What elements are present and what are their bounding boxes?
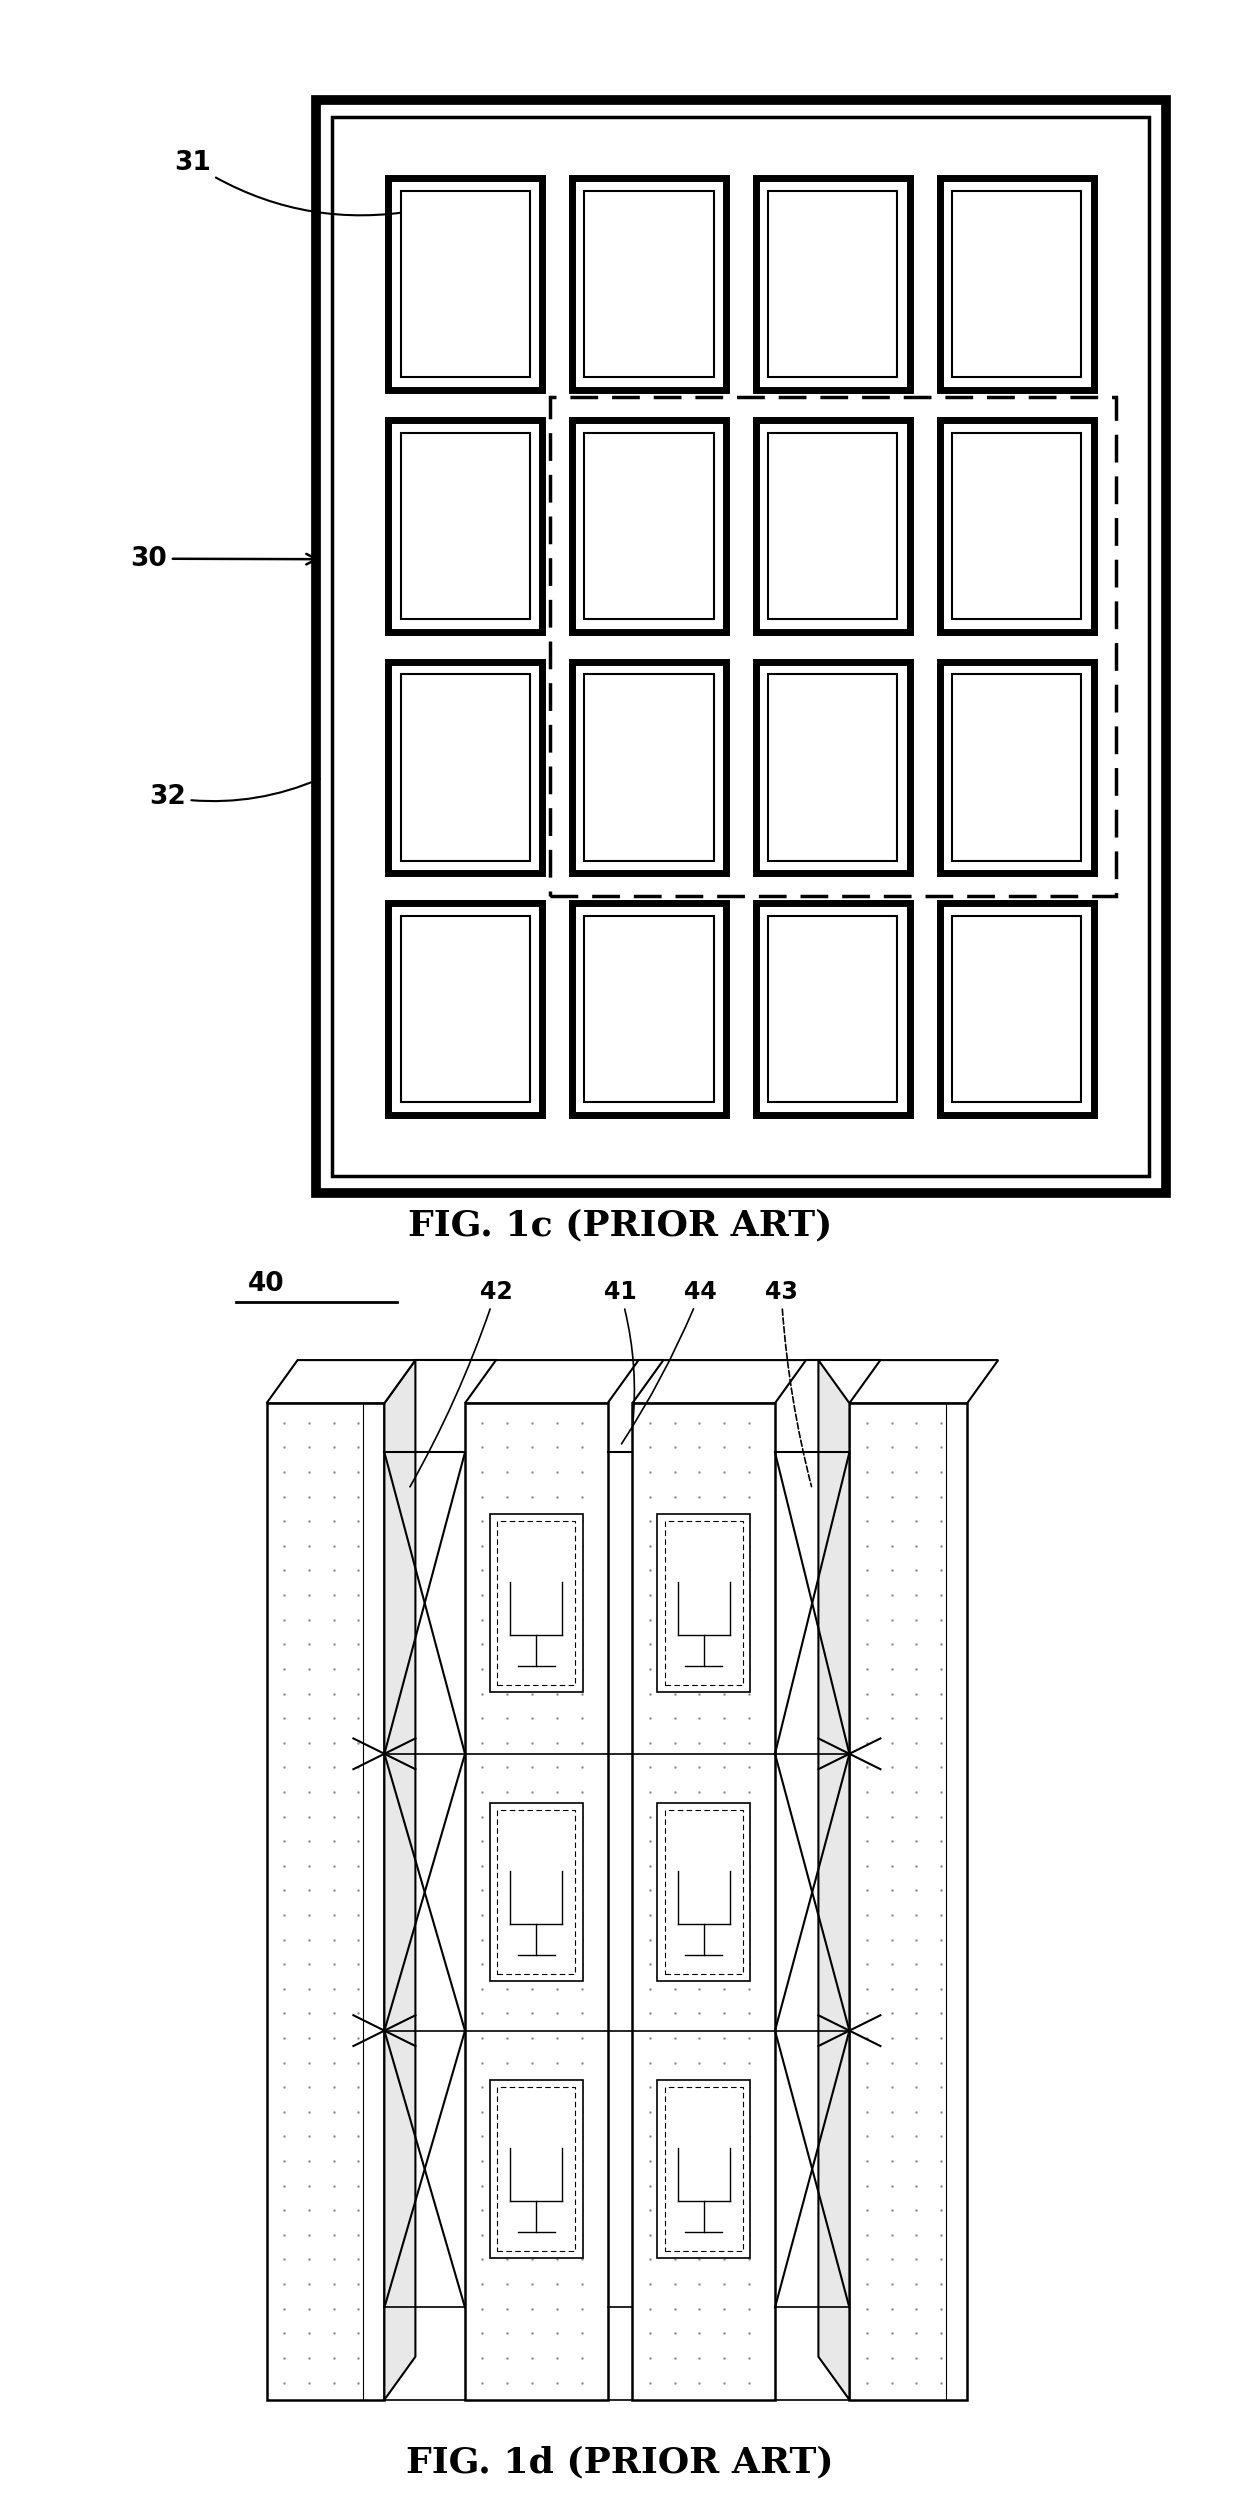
Polygon shape [267, 1361, 415, 1404]
Bar [952, 675, 1081, 861]
Bar [549, 397, 1116, 896]
Bar [952, 432, 1081, 620]
Text: 31: 31 [174, 151, 417, 216]
Polygon shape [849, 1361, 998, 1404]
Text: 41: 41 [604, 1281, 636, 1424]
Bar [756, 419, 910, 633]
Bar [657, 2079, 750, 2257]
Bar [952, 191, 1081, 377]
Text: 42: 42 [410, 1281, 512, 1487]
Bar [572, 178, 727, 389]
Bar [572, 660, 727, 874]
Bar [490, 2079, 583, 2257]
Bar [632, 1404, 775, 2401]
Bar [584, 432, 714, 620]
Bar [769, 432, 898, 620]
Polygon shape [632, 1361, 806, 1404]
Bar [940, 419, 1094, 633]
Bar [665, 1810, 743, 1974]
Bar [401, 191, 529, 377]
Bar [316, 100, 1166, 1193]
Polygon shape [465, 1361, 639, 1404]
Bar [584, 191, 714, 377]
Text: FIG. 1c (PRIOR ART): FIG. 1c (PRIOR ART) [408, 1208, 832, 1243]
Bar [940, 904, 1094, 1115]
Bar [756, 178, 910, 389]
Bar [490, 1514, 583, 1692]
Bar [657, 1803, 750, 1981]
Bar [584, 675, 714, 861]
Bar [401, 917, 529, 1102]
Bar [388, 904, 542, 1115]
Bar [490, 1803, 583, 1981]
Bar [401, 675, 529, 861]
Bar [657, 1514, 750, 1692]
Text: 40: 40 [248, 1271, 285, 1298]
Bar [952, 917, 1081, 1102]
Bar [769, 675, 898, 861]
Bar [465, 1404, 608, 2401]
Text: 32: 32 [149, 778, 320, 811]
Bar [332, 116, 1149, 1175]
Text: 43: 43 [765, 1281, 811, 1487]
Text: FIG. 1d (PRIOR ART): FIG. 1d (PRIOR ART) [407, 2446, 833, 2481]
Bar [756, 660, 910, 874]
Bar [769, 917, 898, 1102]
Polygon shape [818, 1361, 849, 2401]
Bar [401, 432, 529, 620]
Bar [572, 904, 727, 1115]
Bar [572, 419, 727, 633]
Bar [497, 1522, 575, 1685]
Bar [388, 178, 542, 389]
Bar [388, 660, 542, 874]
Bar [497, 2087, 575, 2250]
Bar [665, 2087, 743, 2250]
Bar [388, 419, 542, 633]
Bar [584, 917, 714, 1102]
Bar [267, 1404, 384, 2401]
Bar [849, 1404, 967, 2401]
Polygon shape [384, 1361, 415, 2401]
Bar [756, 904, 910, 1115]
Bar [665, 1522, 743, 1685]
Bar [497, 1810, 575, 1974]
Bar [940, 660, 1094, 874]
Text: 44: 44 [621, 1281, 717, 1444]
Text: 30: 30 [130, 545, 317, 573]
Bar [769, 191, 898, 377]
Bar [940, 178, 1094, 389]
